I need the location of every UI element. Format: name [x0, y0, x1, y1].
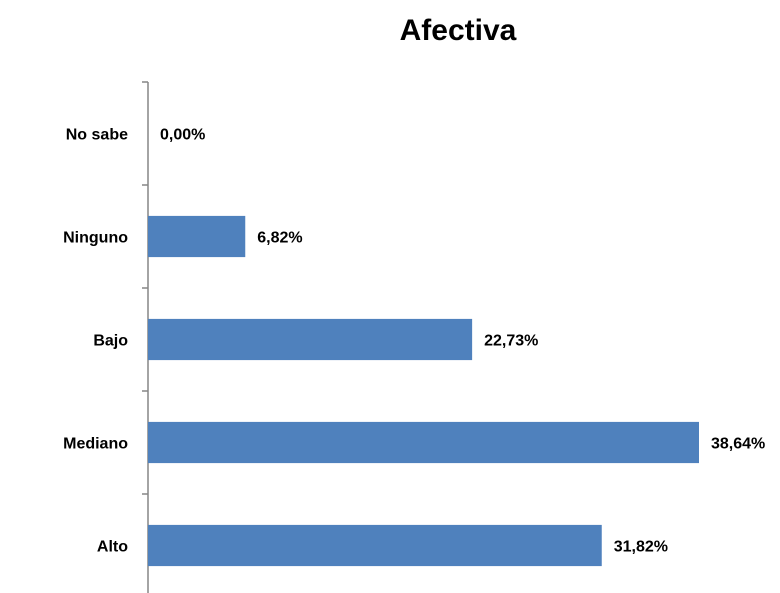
y-axis	[142, 81, 149, 593]
category-label: Alto	[97, 539, 128, 556]
bar	[148, 318, 473, 361]
value-label: 22,73%	[484, 333, 538, 350]
bar	[148, 421, 699, 464]
bar	[148, 524, 602, 567]
value-label: 31,82%	[614, 539, 668, 556]
bars	[148, 215, 699, 567]
value-label: 6,82%	[257, 230, 302, 247]
value-label: 38,64%	[711, 436, 765, 453]
category-label: Bajo	[93, 333, 128, 350]
value-label: 0,00%	[160, 127, 205, 144]
category-label: Ninguno	[63, 230, 128, 247]
chart-title: Afectiva	[400, 14, 517, 47]
bar	[148, 215, 246, 258]
category-label: Mediano	[63, 436, 128, 453]
category-label: No sabe	[66, 127, 128, 144]
labels: No sabe 0,00% Ninguno 6,82% Bajo 22,73% Median…	[63, 127, 765, 556]
